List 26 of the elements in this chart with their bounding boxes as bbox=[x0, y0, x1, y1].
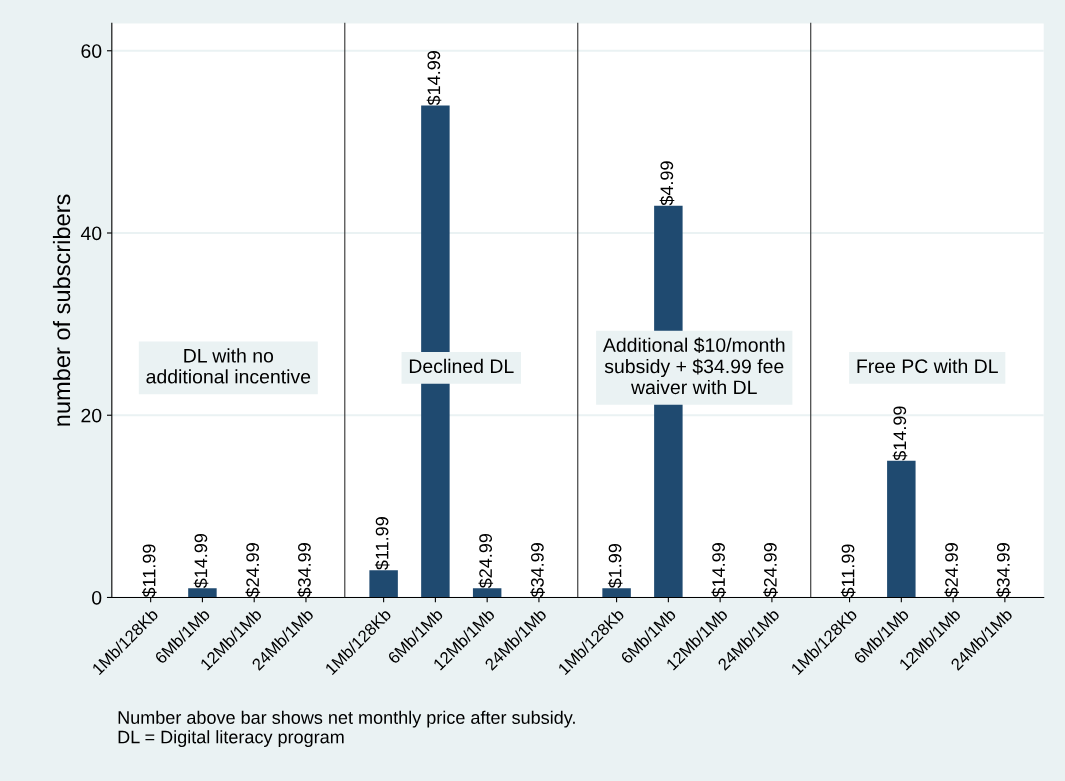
y-tick-label: 0 bbox=[92, 590, 102, 605]
annotation: Declined DL bbox=[409, 358, 514, 374]
y-axis-title: number of subscribers bbox=[52, 194, 71, 426]
annotation: $14.99 bbox=[426, 51, 442, 106]
annotation: $24.99 bbox=[944, 543, 960, 598]
annotation: $24.99 bbox=[245, 543, 261, 598]
annotation: $34.99 bbox=[996, 543, 1011, 598]
annotation: $14.99 bbox=[892, 406, 908, 461]
annotation: $11.99 bbox=[141, 544, 157, 598]
annotation: DL with no additional incentive bbox=[146, 348, 311, 384]
annotation: $11.99 bbox=[840, 544, 856, 598]
annotation: $34.99 bbox=[297, 543, 312, 598]
annotation: Additional $10/month subsidy + $34.99 fee waiver with DL bbox=[602, 337, 785, 395]
y-tick-label: 40 bbox=[80, 226, 102, 241]
annotation: $14.99 bbox=[711, 543, 727, 598]
annotation: $11.99 bbox=[374, 517, 390, 570]
annotation: Free PC with DL bbox=[857, 358, 998, 374]
annotation: $4.99 bbox=[659, 161, 675, 206]
annotation: $24.99 bbox=[478, 533, 494, 589]
annotation: $1.99 bbox=[607, 544, 623, 589]
annotation: $34.99 bbox=[530, 543, 545, 598]
y-tick-label: 20 bbox=[81, 408, 102, 423]
text: Number above bar shows net monthly price after subsidy. DL = Digital literacy program bbox=[118, 710, 575, 747]
y-tick-label: 60 bbox=[81, 44, 102, 58]
annotation: $14.99 bbox=[193, 533, 209, 589]
annotation: $24.99 bbox=[763, 543, 778, 598]
